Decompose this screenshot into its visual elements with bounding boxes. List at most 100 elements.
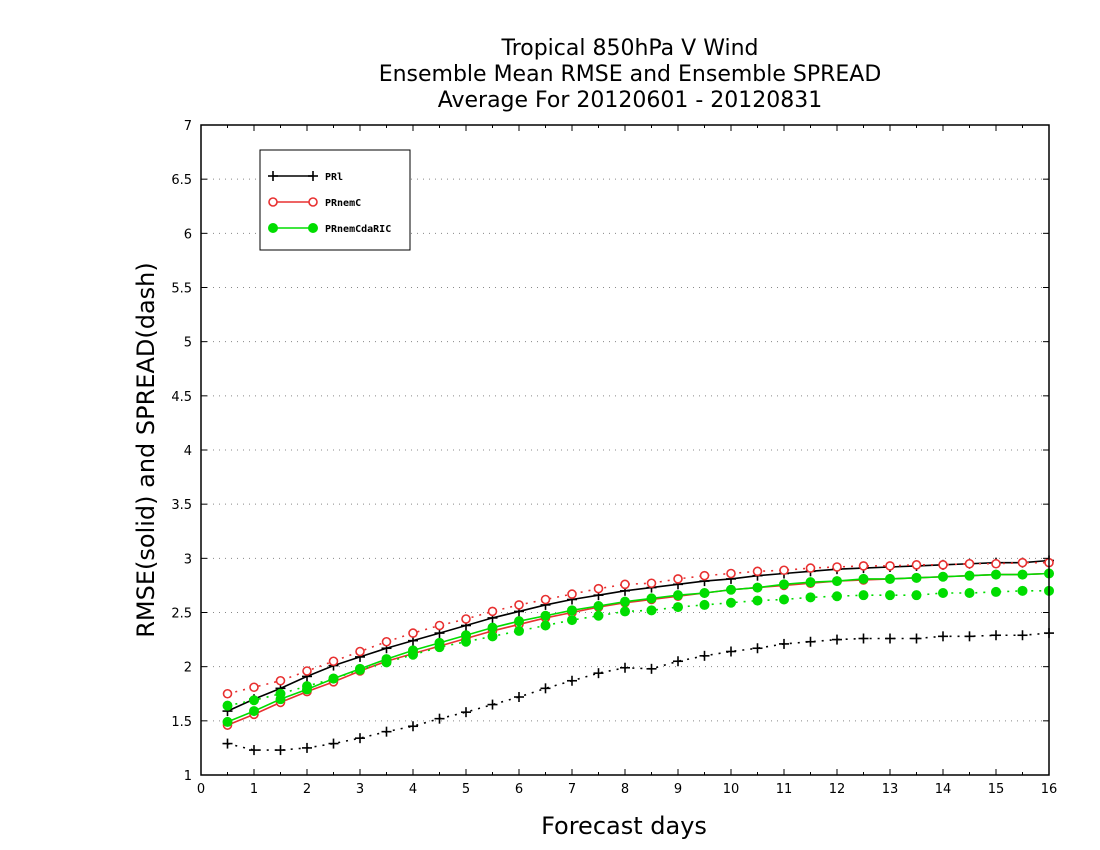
spread-point — [858, 633, 869, 644]
rmse-point — [673, 590, 683, 601]
legend-item-2: PRnemC — [268, 197, 361, 209]
rmse-point — [858, 573, 869, 584]
spread-point — [805, 563, 816, 573]
x-tick-label: 10 — [723, 782, 740, 797]
legend-item-3: PRnemCdaRIC — [268, 223, 391, 235]
rmse-point — [779, 579, 789, 590]
y-tick-label: 4 — [184, 444, 192, 459]
spread-point — [381, 636, 392, 647]
x-tick-label: 1 — [250, 782, 258, 797]
y-tick-label: 1.5 — [171, 715, 192, 730]
spread-point — [991, 558, 1001, 569]
chart-title-line-1: Tropical 850hPa V Wind — [501, 36, 759, 61]
x-tick-label: 13 — [882, 782, 899, 797]
rmse-point — [699, 588, 710, 598]
x-axis-label: Forecast days — [541, 812, 707, 840]
rmse-point — [540, 610, 551, 621]
spread-point — [222, 700, 233, 711]
legend: PRl PRnemC PRnemCdaRIC — [259, 149, 411, 251]
spread-point — [355, 646, 365, 657]
spread-point — [249, 682, 259, 693]
spread-point — [1017, 557, 1028, 568]
spread-point — [514, 600, 524, 610]
x-tick-label: 9 — [674, 782, 682, 797]
spread-point — [673, 574, 683, 584]
legend-marker — [268, 171, 278, 181]
spread-point — [673, 602, 683, 613]
rmse-point — [567, 605, 577, 616]
spread-point — [938, 560, 948, 570]
x-tick-label: 2 — [303, 782, 311, 797]
spread-point — [726, 597, 736, 608]
spread-point — [699, 650, 710, 661]
grid — [201, 178, 1049, 722]
spread-point — [805, 636, 816, 647]
spread-point — [593, 668, 604, 679]
rmse-point — [805, 577, 816, 588]
spread-point — [620, 579, 630, 590]
series-2 — [222, 557, 1054, 730]
chart-title: Tropical 850hPa V Wind Ensemble Mean RMS… — [0, 36, 1100, 114]
spread-point — [408, 628, 418, 638]
y-tick-label: 5.5 — [171, 282, 192, 297]
spread-point — [222, 688, 233, 699]
x-tick-label: 0 — [197, 782, 205, 797]
spread-point — [1017, 585, 1028, 596]
spread-point — [991, 586, 1001, 597]
rmse-point — [222, 716, 233, 727]
spread-point — [938, 631, 948, 642]
spread-point — [911, 590, 922, 601]
rmse-point — [991, 569, 1001, 580]
rmse-point — [726, 584, 736, 595]
rmse-point — [620, 596, 630, 607]
legend-label: PRnemCdaRIC — [325, 224, 391, 235]
spread-point — [885, 590, 895, 601]
rmse-point — [964, 570, 975, 581]
legend-label: PRl — [325, 172, 343, 183]
legend-marker — [268, 223, 278, 233]
spread-point — [752, 595, 763, 606]
spread-point — [249, 695, 259, 706]
spread-point — [620, 606, 630, 617]
y-tick-label: 2.5 — [171, 607, 192, 622]
rmse-point — [355, 663, 365, 674]
spread-point — [673, 656, 683, 667]
spread-point — [885, 561, 895, 571]
x-tick-label: 3 — [356, 782, 364, 797]
spread-point — [487, 631, 498, 642]
x-tick-label: 12 — [829, 782, 846, 797]
y-tick-label: 6 — [184, 227, 192, 242]
rmse-point — [408, 645, 418, 656]
spread-point — [408, 721, 418, 732]
series-1 — [222, 555, 1054, 756]
spread-line — [227, 590, 1049, 707]
spread-point — [381, 726, 392, 737]
rmse-point — [381, 654, 392, 665]
y-tick-label: 3 — [184, 552, 192, 567]
spread-point — [540, 683, 551, 694]
legend-marker — [308, 223, 318, 233]
x-tick-label: 8 — [621, 782, 629, 797]
rmse-point — [434, 637, 445, 648]
rmse-point — [593, 601, 604, 611]
y-tick-label: 6.5 — [171, 173, 192, 188]
rmse-point — [752, 582, 763, 593]
rmse-point — [832, 576, 842, 587]
spread-point — [328, 738, 339, 749]
rmse-point — [938, 571, 948, 582]
spread-point — [991, 630, 1001, 641]
axes: 0 1 2 3 4 5 6 7 8 9 10 11 12 13 14 15 1611.522.533.544.5… — [171, 119, 1057, 797]
spread-point — [487, 606, 498, 617]
spread-point — [222, 738, 233, 749]
legend-marker — [268, 197, 278, 207]
spread-point — [938, 588, 948, 598]
rmse-line — [227, 572, 1050, 723]
y-tick-label: 2 — [184, 661, 192, 676]
spread-line — [227, 632, 1050, 751]
spread-point — [646, 663, 657, 674]
spread-point — [540, 594, 551, 605]
rmse-point — [461, 630, 471, 641]
spread-point — [567, 589, 577, 599]
spread-point — [752, 566, 763, 577]
